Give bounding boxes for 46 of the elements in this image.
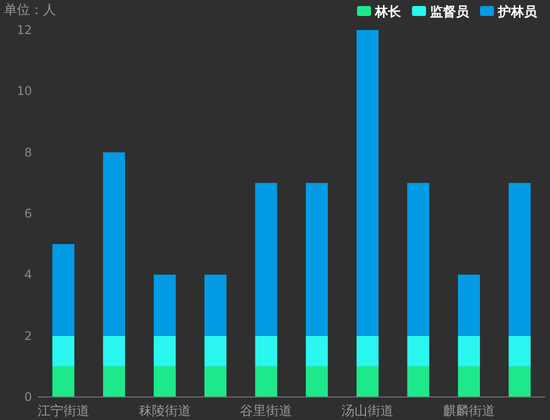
bar — [154, 336, 176, 366]
bar — [255, 336, 278, 366]
bar — [508, 336, 531, 366]
x-tick-label: 汤山街道 — [342, 404, 394, 419]
bar — [356, 336, 379, 366]
x-tick-label: 谷里街道 — [240, 404, 292, 419]
bar — [306, 366, 328, 397]
y-tick-label: 2 — [24, 328, 32, 343]
bar — [255, 366, 278, 397]
bar — [458, 336, 480, 366]
bar — [204, 366, 226, 397]
bar — [508, 182, 531, 336]
bar — [356, 30, 379, 336]
y-tick-label: 12 — [16, 23, 32, 37]
legend-label: 监督员 — [430, 4, 470, 20]
bar — [356, 366, 379, 397]
bar — [52, 244, 74, 336]
y-tick-label: 8 — [24, 145, 32, 160]
bar — [103, 336, 126, 366]
bar — [103, 366, 126, 397]
bar — [407, 336, 430, 366]
bar — [154, 366, 176, 397]
y-tick-label: 6 — [24, 206, 32, 220]
y-axis-title: 单位：人 — [4, 3, 56, 18]
bar — [255, 182, 278, 336]
x-tick-label: 秣陵街道 — [138, 404, 191, 419]
bar — [407, 182, 430, 336]
bar — [306, 182, 328, 336]
bar — [154, 274, 176, 336]
y-tick-label: 4 — [24, 268, 32, 282]
y-tick-label: 10 — [16, 84, 32, 98]
bar — [204, 274, 226, 336]
legend-label: 护林员 — [497, 4, 538, 20]
bar — [508, 366, 531, 397]
x-tick-label: 麒麟街道 — [442, 404, 495, 419]
bar — [103, 152, 126, 336]
x-tick-label: 江宁街道 — [37, 403, 90, 419]
bar — [458, 366, 480, 397]
legend-label: 林长 — [374, 5, 402, 20]
bar — [52, 336, 74, 366]
bar — [458, 274, 480, 336]
bar — [204, 336, 226, 366]
bar — [306, 336, 328, 366]
y-tick-label: 0 — [24, 390, 32, 404]
bar — [407, 366, 430, 397]
bar — [52, 366, 74, 397]
